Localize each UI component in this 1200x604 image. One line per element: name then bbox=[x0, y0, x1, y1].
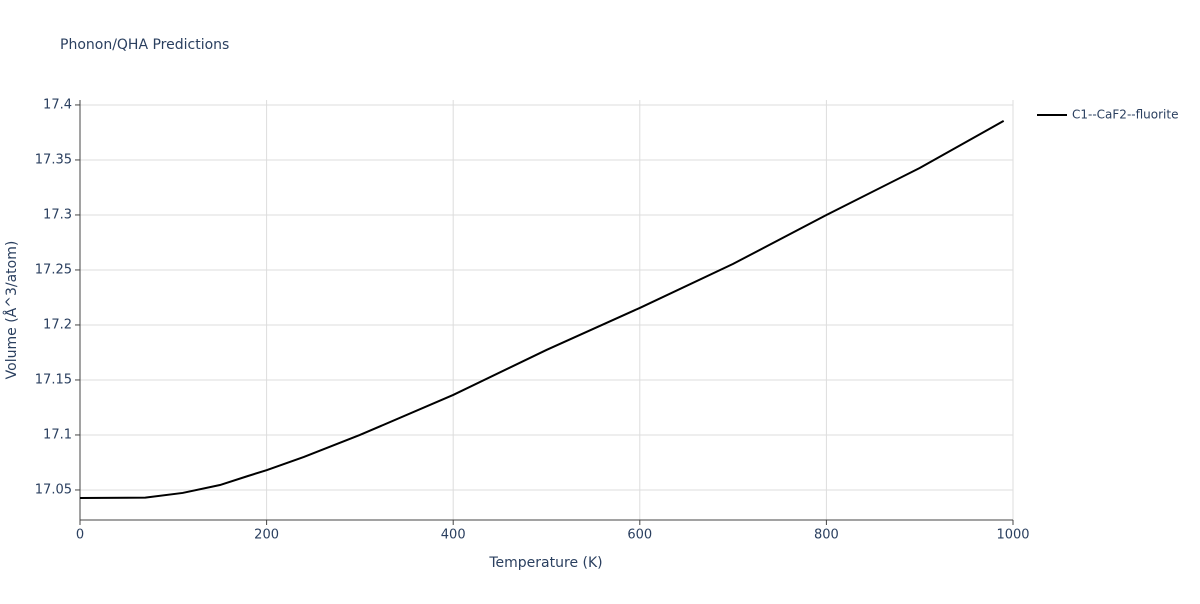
y-tick-label: 17.4 bbox=[43, 97, 72, 112]
x-tick-label: 400 bbox=[441, 528, 466, 543]
y-tick-label: 17.1 bbox=[43, 427, 72, 442]
data-line bbox=[79, 120, 1005, 499]
y-tick-label: 17.35 bbox=[35, 152, 72, 167]
y-tick-label: 17.15 bbox=[35, 372, 72, 387]
x-tick-label: 600 bbox=[627, 528, 652, 543]
y-tick-label: 17.2 bbox=[43, 317, 72, 332]
chart-title: Phonon/QHA Predictions bbox=[60, 37, 229, 53]
y-tick-label: 17.3 bbox=[43, 207, 72, 222]
y-axis-title: Volume (Å^3/atom) bbox=[3, 241, 20, 380]
y-tick-label: 17.25 bbox=[35, 262, 72, 277]
x-tick-label: 0 bbox=[76, 528, 84, 543]
x-tick-label: 200 bbox=[254, 528, 279, 543]
x-axis-title: Temperature (K) bbox=[488, 555, 602, 571]
legend-label: C1--CaF2--fluorite bbox=[1072, 108, 1178, 122]
x-tick-label: 800 bbox=[814, 528, 839, 543]
y-tick-label: 17.05 bbox=[35, 482, 72, 497]
x-tick-label: 1000 bbox=[996, 528, 1029, 543]
